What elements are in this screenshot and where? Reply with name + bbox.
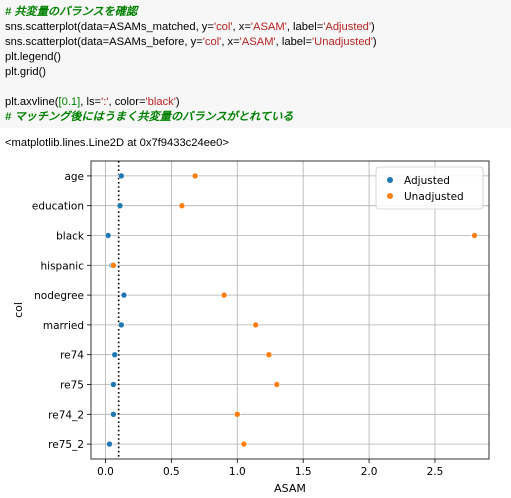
point-unadjusted-re74: [265, 351, 273, 358]
code-lines: # 共変量のバランスを確認 sns.scatterplot(data=ASAMs_…: [5, 5, 511, 125]
scatter-chart: age education black hispanic nodegree married…: [12, 160, 490, 495]
point-adjusted-nodegree: [120, 291, 128, 299]
legend: Adjusted Unadjusted: [375, 166, 484, 210]
output-text: <matplotlib.lines.Line2D at 0x7f9433c24e…: [5, 137, 229, 149]
y-tick-label: re74_2: [48, 409, 84, 421]
point-adjusted-education: [116, 202, 124, 210]
code-line: [5, 80, 511, 95]
code-token: ): [372, 36, 377, 48]
code-token: 'col': [202, 36, 222, 48]
y-tick-label: age: [64, 171, 84, 183]
point-adjusted-age: [118, 172, 125, 180]
y-tick-label: black: [56, 231, 85, 243]
code-token: sns.scatterplot(data=ASAMs_matched, y=: [5, 21, 214, 33]
code-token: , ls=: [80, 96, 102, 108]
code-line: # マッチング後にはうまく共変量のバランスがとれている: [5, 110, 511, 125]
x-tick-label: 1.5: [295, 466, 312, 478]
code-token: , x=: [221, 36, 240, 48]
legend-box: [375, 166, 484, 210]
code-token: 'Adjusted': [323, 21, 372, 33]
plot-frame: [90, 160, 490, 460]
point-unadjusted-black: [471, 232, 478, 239]
data-points: [104, 172, 478, 448]
point-unadjusted-re74_2: [233, 410, 241, 418]
code-token: sns.scatterplot(data=ASAMs_before, y=: [5, 36, 203, 48]
point-adjusted-re74: [111, 351, 119, 358]
code-token: , label=: [286, 21, 324, 33]
code-token: # 共変量のバランスを確認: [5, 6, 138, 18]
code-token: 'Unadjusted': [312, 36, 373, 48]
legend-marker-adjusted: [387, 177, 393, 183]
code-line: # 共変量のバランスを確認: [5, 5, 511, 20]
code-token: 'ASAM': [250, 21, 287, 33]
point-unadjusted-re75_2: [240, 440, 248, 448]
point-unadjusted-nodegree: [220, 291, 228, 299]
x-axis-label: ASAM: [274, 482, 306, 495]
y-axis-label: col: [12, 302, 25, 318]
code-token: ':': [101, 96, 109, 108]
point-adjusted-married: [118, 321, 125, 329]
point-unadjusted-re75: [273, 381, 281, 388]
code-token: plt.axvline(: [5, 96, 59, 108]
code-line: sns.scatterplot(data=ASAMs_before, y='co…: [5, 35, 511, 50]
y-axis: age education black hispanic nodegree married…: [32, 171, 91, 451]
code-token: 'black': [145, 96, 176, 108]
point-unadjusted-age: [191, 172, 199, 180]
point-unadjusted-education: [178, 202, 186, 210]
x-tick-label: 0.0: [97, 466, 114, 478]
point-adjusted-black: [104, 232, 112, 239]
code-token: 'col': [213, 21, 233, 33]
x-tick-label: 2.5: [427, 466, 444, 478]
y-tick-label: hispanic: [41, 260, 85, 272]
code-token: , label=: [275, 36, 313, 48]
code-line: sns.scatterplot(data=ASAMs_matched, y='c…: [5, 20, 511, 35]
code-token: plt.legend(): [5, 51, 61, 63]
x-tick-label: 1.0: [229, 466, 246, 478]
code-token: , x=: [232, 21, 251, 33]
point-adjusted-re75: [110, 381, 117, 388]
code-token: ): [175, 96, 180, 108]
x-tick-label: 0.5: [163, 466, 180, 478]
code-token: 'ASAM': [239, 36, 276, 48]
code-token: , color=: [108, 96, 146, 108]
plot-area: [91, 161, 489, 459]
y-tick-label: married: [43, 320, 84, 332]
legend-label-adjusted: Adjusted: [404, 175, 450, 187]
grid-lines: [91, 161, 489, 459]
point-adjusted-re75_2: [106, 440, 113, 448]
point-unadjusted-hispanic: [110, 262, 117, 269]
code-line: plt.grid(): [5, 65, 511, 80]
x-axis: 0.0 0.5 1.0 1.5 2.0 2.5: [97, 459, 443, 478]
code-token: # マッチング後にはうまく共変量のバランスがとれている: [5, 111, 294, 123]
y-tick-label: re74: [60, 350, 84, 362]
code-cell[interactable]: # 共変量のバランスを確認 sns.scatterplot(data=ASAMs_…: [0, 0, 511, 128]
code-token: plt.grid(): [5, 66, 47, 78]
code-line: plt.legend(): [5, 50, 511, 65]
y-tick-label: re75_2: [48, 439, 84, 451]
code-token: [0.1]: [58, 96, 81, 108]
y-tick-label: re75: [60, 380, 84, 392]
y-tick-label: nodegree: [34, 290, 84, 302]
legend-marker-unadjusted: [387, 193, 393, 199]
legend-label-unadjusted: Unadjusted: [404, 191, 464, 203]
point-adjusted-re74_2: [110, 410, 117, 418]
code-token: ): [371, 21, 375, 33]
point-unadjusted-married: [252, 321, 260, 329]
x-tick-label: 2.0: [361, 466, 378, 478]
y-tick-label: education: [32, 201, 84, 213]
code-line: plt.axvline([0.1], ls=':', color='black'…: [5, 95, 511, 110]
